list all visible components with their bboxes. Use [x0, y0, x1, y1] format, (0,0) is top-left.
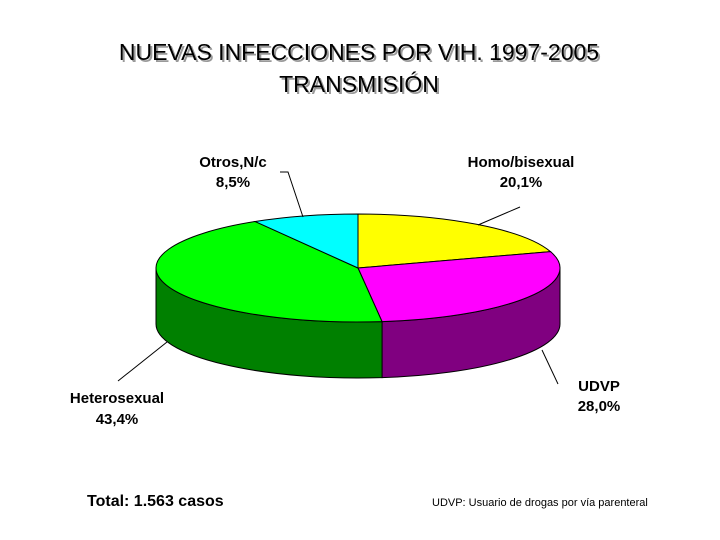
chart-title-line-2: TRANSMISIÓN [279, 71, 439, 97]
pie-slice-homo-bisexual [357, 213, 552, 269]
slice-value-udvp: 28,0% [578, 398, 621, 415]
leader-lines [117, 171, 559, 385]
leader-heterosexual [117, 341, 168, 382]
slice-value-otros: 8,5% [216, 174, 250, 191]
pie-slice-udvp [357, 251, 561, 323]
pie-slice-otros-n-c [253, 213, 359, 269]
leader-homo-bisexual [477, 206, 521, 226]
total-cases: Total: 1.563 casos [87, 493, 224, 510]
slice-label-otros: Otros,N/c [199, 154, 267, 171]
chart-title: NUEVAS INFECCIONES POR VIH. 1997-2005 NU… [119, 39, 601, 99]
chart-title-shadow: NUEVAS INFECCIONES POR VIH. 1997-2005 [121, 41, 601, 67]
slice-labels: Homo/bisexual 20,1% UDVP 28,0% Heterosex… [70, 154, 620, 428]
leader-otros [280, 171, 304, 218]
slice-label-heterosexual: Heterosexual [70, 390, 164, 407]
leader-udvp [541, 349, 559, 385]
slice-label-udvp: UDVP [578, 378, 620, 395]
pie-slice-heterosexual [155, 221, 383, 323]
slice-value-heterosexual: 43,4% [96, 411, 139, 428]
chart-subtitle-shadow: TRANSMISIÓN [281, 73, 441, 99]
pie-tops [155, 213, 561, 323]
abbreviation-note: UDVP: Usuario de drogas por vía parenter… [432, 497, 648, 509]
slice-label-homo-bisexual: Homo/bisexual [468, 154, 575, 171]
chart-title-line-1: NUEVAS INFECCIONES POR VIH. 1997-2005 [119, 39, 599, 65]
slice-value-homo-bisexual: 20,1% [500, 174, 543, 191]
